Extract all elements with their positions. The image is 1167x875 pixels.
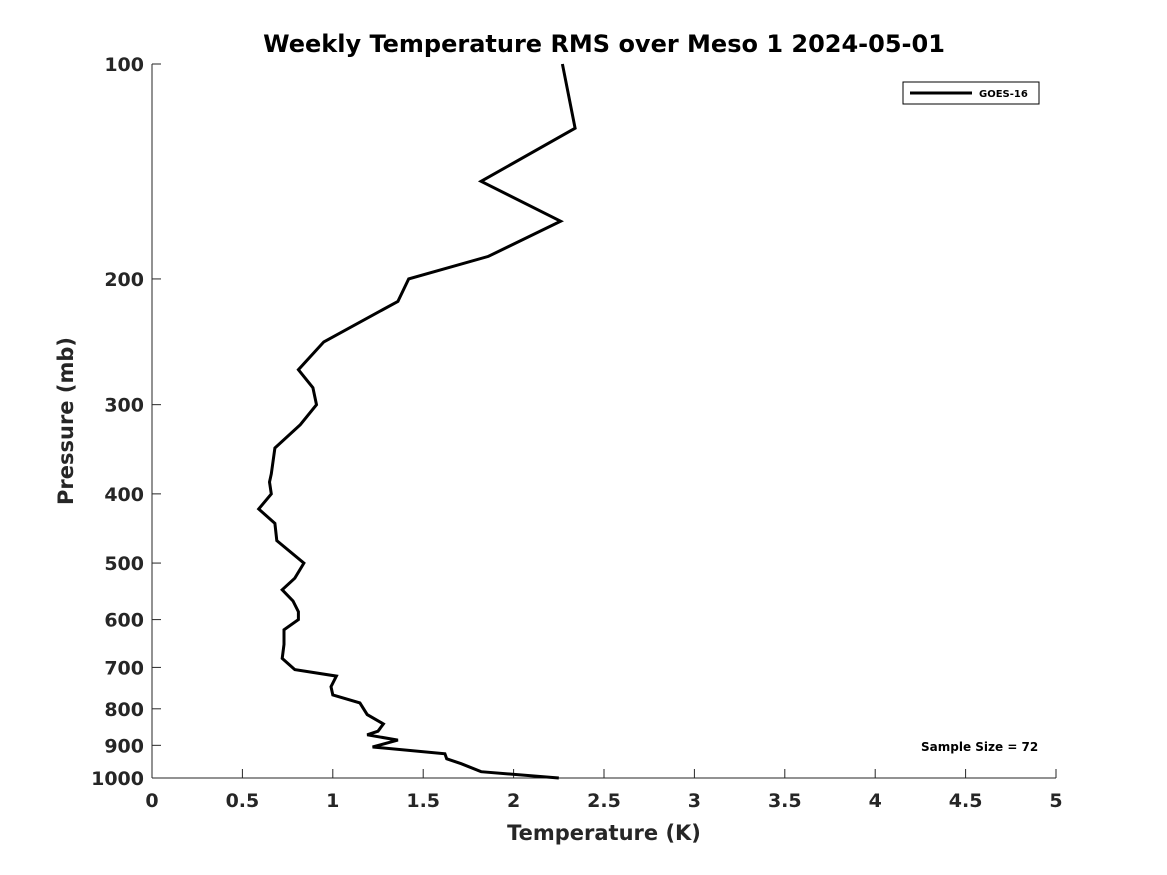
y-tick-label: 800 bbox=[104, 699, 144, 721]
plot-area bbox=[151, 64, 1056, 779]
x-tick-label: 2.5 bbox=[587, 790, 621, 812]
x-tick-label: 1.5 bbox=[406, 790, 440, 812]
sample-size-annotation: Sample Size = 72 bbox=[921, 740, 1038, 754]
x-tick-label: 0 bbox=[145, 790, 158, 812]
x-tick-label: 2 bbox=[507, 790, 520, 812]
y-tick-label: 700 bbox=[104, 657, 144, 679]
x-tick-label: 4 bbox=[869, 790, 882, 812]
x-tick-label: 1 bbox=[326, 790, 339, 812]
x-axis-ticks: 0 0.5 1 1.5 2 2.5 3 3.5 4 4.5 5 bbox=[145, 769, 1063, 812]
x-tick-label: 5 bbox=[1049, 790, 1062, 812]
y-tick-label: 200 bbox=[104, 269, 144, 291]
y-tick-label: 400 bbox=[104, 484, 144, 506]
y-tick-label: 300 bbox=[104, 395, 144, 417]
y-axis-ticks: 100 200 300 400 500 600 700 800 900 1000 bbox=[91, 54, 161, 790]
legend: GOES-16 bbox=[902, 81, 1040, 105]
y-axis-label: Pressure (mb) bbox=[54, 337, 78, 505]
x-axis-label: Temperature (K) bbox=[507, 821, 701, 845]
series-line-goes-16 bbox=[256, 63, 577, 780]
x-tick-label: 0.5 bbox=[226, 790, 260, 812]
y-tick-label: 500 bbox=[104, 553, 144, 575]
legend-label: GOES-16 bbox=[979, 89, 1028, 100]
x-tick-label: 3 bbox=[688, 790, 701, 812]
y-tick-label: 100 bbox=[104, 54, 144, 76]
x-tick-label: 4.5 bbox=[949, 790, 983, 812]
y-tick-label: 600 bbox=[104, 610, 144, 632]
y-tick-label: 1000 bbox=[91, 768, 144, 790]
chart-title: Weekly Temperature RMS over Meso 1 2024-… bbox=[263, 30, 945, 58]
x-tick-label: 3.5 bbox=[768, 790, 802, 812]
y-tick-label: 900 bbox=[104, 735, 144, 757]
